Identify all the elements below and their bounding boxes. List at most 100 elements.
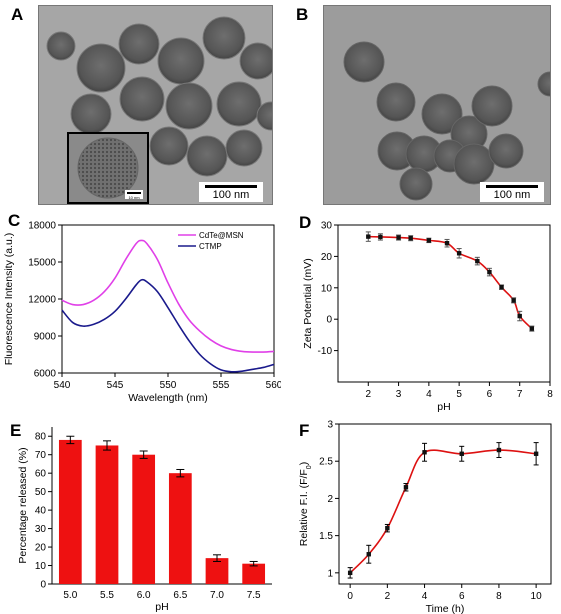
x-tick-label: 555 (213, 380, 230, 391)
data-point (496, 447, 502, 453)
y-tick-label: 18000 (28, 221, 56, 232)
x-axis-label: Time (h) (426, 603, 465, 614)
data-point (403, 485, 409, 490)
bar-ph-7.0 (205, 558, 229, 584)
y-tick-label: 1 (327, 568, 333, 579)
scale-bar-line-b (486, 185, 538, 188)
series-line (368, 235, 533, 330)
y-tick-label: 10 (321, 283, 333, 294)
y-tick-label: 20 (35, 543, 47, 554)
y-tick-label: 20 (321, 252, 333, 263)
y-tick-label: 2.5 (319, 457, 333, 468)
plot-frame (338, 423, 552, 585)
x-tick-label: 7.5 (247, 590, 261, 601)
bar-ph-5.5 (95, 445, 119, 584)
data-point (396, 235, 401, 240)
legend-label: CdTe@MSN (199, 231, 244, 240)
scale-bar-a: 100 nm (199, 182, 263, 202)
series-line-ctmp (61, 278, 275, 373)
panel-letter-f: F (299, 421, 310, 440)
y-tick-label: 2 (327, 494, 333, 505)
data-point (533, 451, 539, 456)
data-point (444, 241, 450, 246)
y-axis-label: Zeta Potential (mV) (302, 258, 314, 348)
data-point (426, 238, 432, 243)
data-point (511, 298, 516, 303)
tem-image-b: 100 nm (323, 5, 551, 205)
series-line-cdte-msn (61, 239, 275, 353)
y-tick-label: 0 (326, 315, 332, 326)
y-tick-label: 0 (40, 580, 46, 591)
chart-c: 540 545 550 555 560 6000 9000 12000 15000 18000 Wa… (3, 221, 281, 405)
y-tick-label: -10 (318, 346, 333, 357)
x-tick-label: 6.0 (137, 590, 151, 601)
chart-e: 0 10 20 30 40 50 60 70 80 5.0 5.5 6.0 6.5 7.0 7.5 pH Per… (17, 427, 272, 613)
x-tick-label: 8 (496, 591, 502, 602)
tem-inset-a: 10 nm (67, 132, 149, 204)
y-tick-label: 12000 (28, 295, 56, 306)
data-point (422, 450, 427, 455)
panel-letter-c: C (8, 211, 21, 230)
x-tick-label: 0 (347, 591, 353, 602)
data-point (456, 251, 462, 256)
data-point (499, 284, 504, 290)
bar-ph-5.0 (58, 439, 82, 584)
panel-letter-b: B (296, 5, 309, 24)
data-point (366, 552, 371, 557)
y-tick-label: 70 (35, 450, 47, 461)
data-point (378, 234, 383, 240)
data-point (347, 570, 353, 576)
tem-particles-b (343, 41, 550, 201)
scale-bar-b: 100 nm (480, 182, 544, 202)
scale-bar-line-a (205, 185, 257, 188)
data-point (385, 525, 390, 531)
data-point (529, 326, 535, 331)
x-tick-label: 5.0 (63, 590, 77, 601)
scale-bar-label-a: 100 nm (212, 189, 250, 201)
x-tick-label: 6.5 (173, 590, 187, 601)
chart-f: 0 2 4 6 8 10 1 1.5 2 2.5 3 Time (h) Relative F.I. (F… (298, 420, 552, 614)
x-tick-label: 4 (426, 389, 432, 400)
x-axis-label: pH (155, 601, 168, 613)
x-tick-label: 2 (366, 389, 372, 400)
y-tick-label: 10 (35, 561, 47, 572)
y-axis-label: Relative F.I. (F/F0) (298, 462, 313, 546)
data-point (366, 234, 371, 239)
tem-particles-a (46, 16, 272, 177)
data-point (475, 258, 480, 264)
x-tick-label: 7 (517, 389, 523, 400)
x-tick-label: 7.0 (210, 590, 224, 601)
chart-d: 2 3 4 5 6 7 8 -10 0 10 20 30 pH Zeta Potential (mV) (302, 221, 553, 414)
y-tick-label: 30 (35, 524, 47, 535)
legend-label: CTMP (199, 242, 222, 251)
data-point (487, 269, 492, 275)
y-tick-label: 30 (321, 221, 333, 232)
y-tick-label: 80 (35, 432, 47, 443)
x-tick-label: 550 (160, 380, 177, 391)
y-tick-label: 50 (35, 487, 47, 498)
x-tick-label: 545 (107, 380, 124, 391)
series-line (349, 449, 537, 574)
data-point (459, 451, 464, 456)
x-tick-label: 540 (54, 380, 71, 391)
x-tick-label: 3 (396, 389, 402, 400)
y-tick-label: 15000 (28, 258, 56, 269)
plot-frame (337, 224, 551, 383)
x-tick-label: 8 (547, 389, 553, 400)
x-axis-label: pH (437, 401, 450, 413)
panel-letter-e: E (10, 421, 22, 440)
x-tick-label: 5 (456, 389, 462, 400)
y-tick-label: 6000 (34, 369, 57, 380)
y-axis-label: Percentage released (%) (17, 447, 29, 563)
y-tick-label: 60 (35, 469, 47, 480)
y-axis-label: Fluorescence Intensity (a.u.) (3, 233, 15, 365)
x-tick-label: 4 (422, 591, 428, 602)
data-point (408, 235, 413, 241)
x-tick-label: 6 (487, 389, 493, 400)
x-axis-label: Wavelength (nm) (128, 392, 208, 404)
tem-image-a: 10 nm 100 nm (38, 5, 273, 205)
data-point (517, 313, 522, 319)
x-tick-label: 2 (385, 591, 391, 602)
x-tick-label: 560 (266, 380, 281, 391)
x-tick-label: 5.5 (100, 590, 114, 601)
